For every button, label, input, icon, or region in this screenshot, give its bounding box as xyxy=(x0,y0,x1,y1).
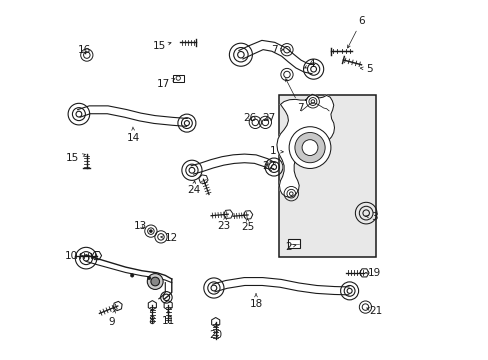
Text: 15: 15 xyxy=(66,153,85,163)
Text: 25: 25 xyxy=(241,219,254,232)
Text: 21: 21 xyxy=(366,306,382,316)
Text: 14: 14 xyxy=(127,127,140,143)
Text: 13: 13 xyxy=(133,221,146,231)
Text: 8: 8 xyxy=(148,310,155,326)
Text: 27: 27 xyxy=(262,113,275,123)
Text: 17: 17 xyxy=(157,78,174,89)
Text: 26: 26 xyxy=(243,113,256,123)
Text: 11: 11 xyxy=(162,310,175,326)
Text: 18: 18 xyxy=(249,294,262,309)
FancyBboxPatch shape xyxy=(287,239,300,248)
Text: 1: 1 xyxy=(269,146,283,156)
Text: 2: 2 xyxy=(285,242,295,252)
Text: 5: 5 xyxy=(360,64,372,74)
Circle shape xyxy=(288,127,330,168)
Circle shape xyxy=(294,132,325,163)
Text: 23: 23 xyxy=(217,217,230,231)
Circle shape xyxy=(130,274,134,277)
Text: 7: 7 xyxy=(285,79,304,113)
Text: 15: 15 xyxy=(153,41,171,51)
Circle shape xyxy=(149,229,152,233)
Text: 12: 12 xyxy=(161,233,178,243)
Text: 6: 6 xyxy=(347,16,364,48)
Text: 3: 3 xyxy=(365,212,377,222)
Polygon shape xyxy=(276,94,334,197)
Text: 22: 22 xyxy=(262,161,275,171)
Circle shape xyxy=(151,277,159,286)
Text: 19: 19 xyxy=(365,268,381,278)
Text: 20: 20 xyxy=(209,324,222,340)
Text: 10: 10 xyxy=(64,251,83,261)
Text: 4: 4 xyxy=(304,59,315,69)
Text: 24: 24 xyxy=(186,181,200,195)
Circle shape xyxy=(147,274,163,289)
Circle shape xyxy=(147,276,151,280)
FancyBboxPatch shape xyxy=(278,95,375,257)
Text: 7: 7 xyxy=(270,45,283,55)
Text: 16: 16 xyxy=(78,45,91,55)
Text: 9: 9 xyxy=(108,310,115,327)
Circle shape xyxy=(302,140,317,156)
